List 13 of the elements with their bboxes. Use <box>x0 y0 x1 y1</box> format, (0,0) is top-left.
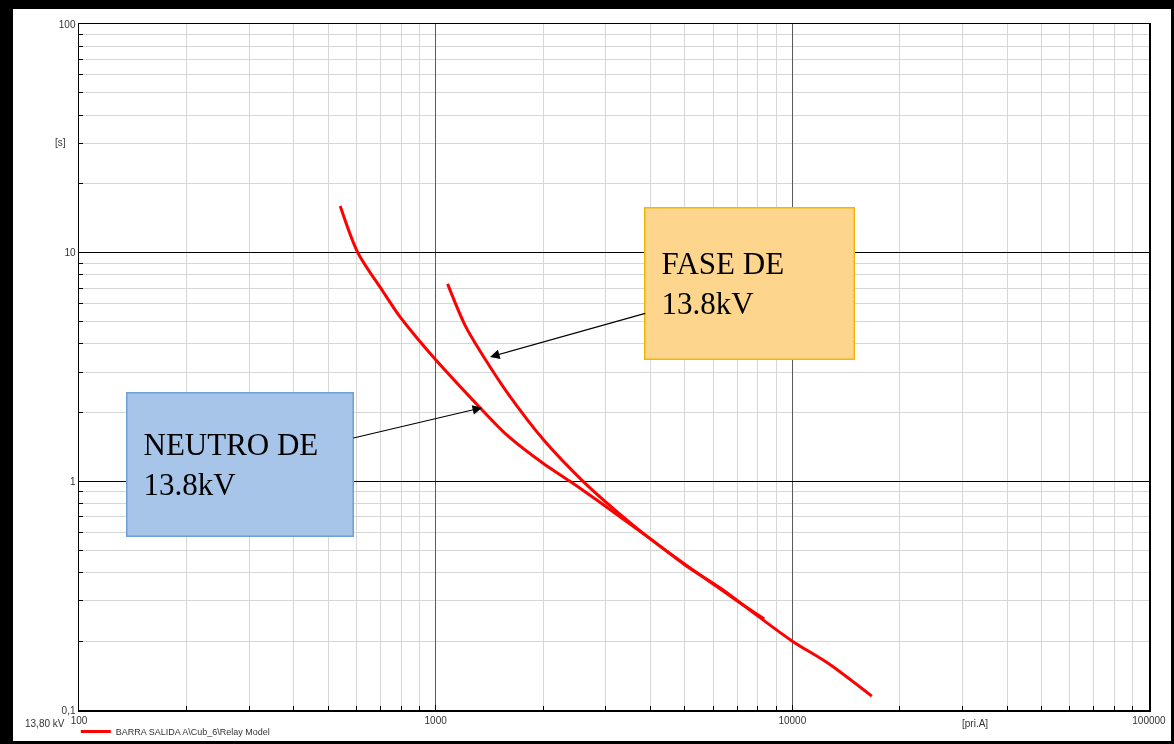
annotation: NEUTRO DE 13.8kV <box>143 426 319 503</box>
y-tick-label: 0,1 <box>61 704 76 716</box>
y-tick-label: 1 <box>69 475 76 487</box>
x-tick-label: 100000 <box>1132 714 1167 726</box>
x-axis-title: [pri.A] <box>962 718 989 729</box>
y-tick-label: 100 <box>58 18 76 30</box>
annotation: FASE DE 13.8kV <box>661 245 785 322</box>
y-axis-title: [s] <box>55 137 66 148</box>
y-tick-label: 10 <box>64 247 76 259</box>
x-tick-label: 10000 <box>778 714 807 726</box>
x-tick-label: 1000 <box>424 714 448 726</box>
legend-label: BARRA SALIDA A\Cub_6\Relay Model <box>115 727 270 738</box>
text: 13,80 kV <box>25 718 65 729</box>
